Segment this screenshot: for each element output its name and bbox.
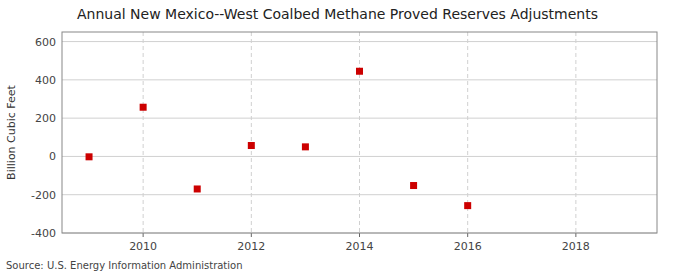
y-grid-line <box>62 79 657 80</box>
y-tick-label: 400 <box>35 74 56 87</box>
x-tick <box>359 233 360 237</box>
x-tick-label: 2014 <box>346 240 374 253</box>
x-grid-line <box>575 32 576 233</box>
y-axis-label: Billion Cubic Feet <box>5 84 18 179</box>
y-tick-label: 0 <box>49 150 56 163</box>
y-tick-label: 600 <box>35 36 56 49</box>
y-grid-line <box>62 156 657 157</box>
point <box>410 182 417 189</box>
axes: -400 -200 0 200 400 600 2010 2012 2014 2016 2018 <box>31 32 657 253</box>
y-tick-label: -400 <box>31 227 56 240</box>
y-tick-label: -200 <box>31 189 56 202</box>
x-grid-line <box>143 32 144 233</box>
point <box>248 142 255 149</box>
x-tick <box>575 233 576 237</box>
point <box>464 202 471 209</box>
points <box>86 68 472 209</box>
point <box>86 153 93 160</box>
x-tick <box>467 233 468 237</box>
point <box>302 143 309 150</box>
y-tick-label: 200 <box>35 112 56 125</box>
plot-frame <box>62 32 657 233</box>
grid <box>62 32 657 233</box>
chart: Annual New Mexico--West Coalbed Methane … <box>0 0 675 275</box>
title: Annual New Mexico--West Coalbed Methane … <box>77 6 598 22</box>
chart-container: Annual New Mexico--West Coalbed Methane … <box>0 0 675 275</box>
x-tick-label: 2012 <box>237 240 265 253</box>
background <box>0 0 675 275</box>
x-tick-label: 2018 <box>562 240 590 253</box>
x-tick-label: 2010 <box>129 240 157 253</box>
x-tick-label: 2016 <box>454 240 482 253</box>
annotation: Source: U.S. Energy Information Administ… <box>6 260 243 271</box>
point <box>140 104 147 111</box>
point <box>356 68 363 75</box>
x-grid-line <box>251 32 252 233</box>
point <box>194 185 201 192</box>
x-tick <box>251 233 252 237</box>
x-tick <box>143 233 144 237</box>
x-grid-line <box>359 32 360 233</box>
